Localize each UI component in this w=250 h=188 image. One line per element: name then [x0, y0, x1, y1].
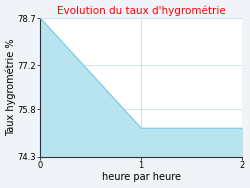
Y-axis label: Taux hygrométrie %: Taux hygrométrie %: [6, 39, 16, 136]
Title: Evolution du taux d'hygrométrie: Evolution du taux d'hygrométrie: [57, 6, 226, 16]
X-axis label: heure par heure: heure par heure: [102, 172, 180, 182]
